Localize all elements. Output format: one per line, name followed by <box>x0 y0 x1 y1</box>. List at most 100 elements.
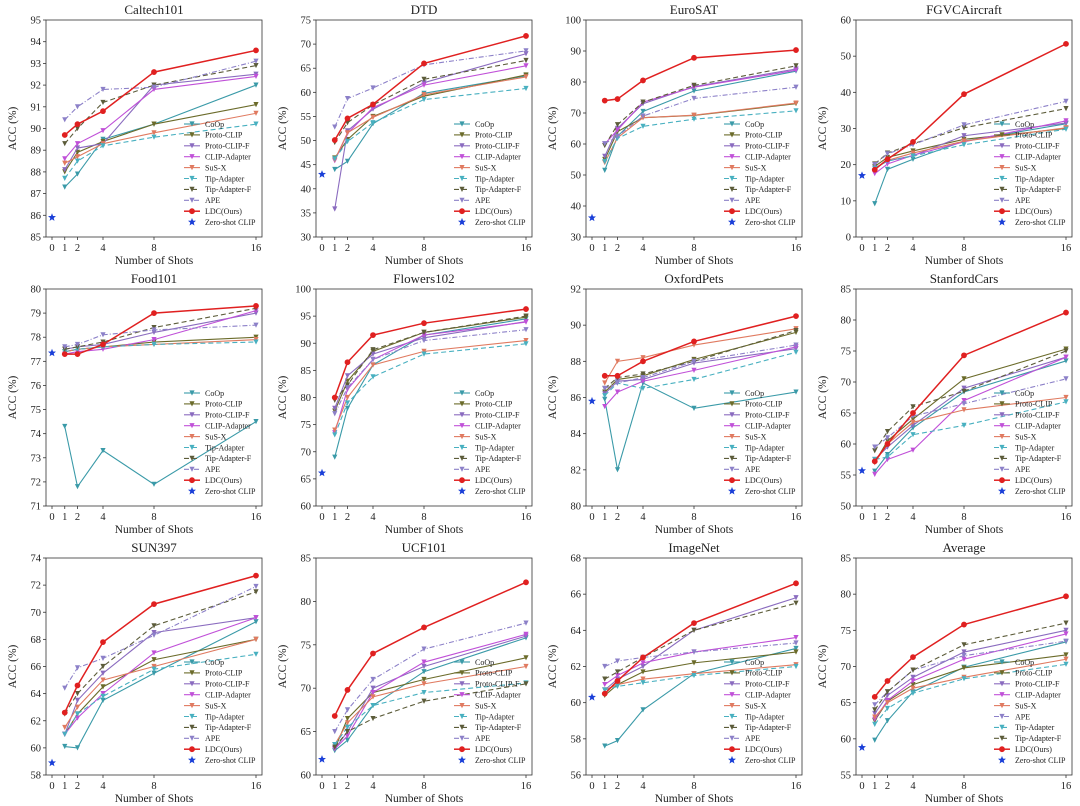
y-tick-label: 90 <box>571 321 582 332</box>
data-point-tip-adapter <box>370 702 376 709</box>
series-ldc-ours <box>331 33 529 143</box>
data-point-coop <box>602 167 608 173</box>
data-point-ldc-ours <box>601 97 608 104</box>
legend-marker <box>459 132 465 138</box>
legend-label: APE <box>205 465 220 474</box>
legend-label: LDC(Ours) <box>475 207 512 216</box>
data-point-ape <box>332 411 338 417</box>
data-point-ldc-ours <box>793 313 799 320</box>
data-point-ape <box>884 435 891 441</box>
legend-marker <box>729 670 735 676</box>
x-axis-label: Number of Shots <box>925 524 1004 536</box>
series-proto-clip-f <box>602 346 799 397</box>
chart-svg-average: Average 55 60 65 70 75 80 85 0 1 2 4 8 16 Number of Sh… <box>817 540 1073 805</box>
x-tick-label: 8 <box>961 512 966 523</box>
legend-marker <box>189 412 195 418</box>
data-point-sus-x <box>421 92 427 98</box>
y-tick-label: 55 <box>301 112 312 123</box>
legend-marker <box>729 434 735 440</box>
data-point-proto-clip <box>100 684 106 690</box>
chart-svg-caltech101: Caltech101 85 86 87 88 89 90 91 92 93 94 95 0 1 2 4 8 16 N… <box>7 2 263 267</box>
legend-label: Tip-Adapter-F <box>745 454 792 463</box>
legend-label: CoOp <box>475 120 494 129</box>
chart-panel-average: Average 55 60 65 70 75 80 85 0 1 2 4 8 16 Number of Sh… <box>810 538 1080 806</box>
data-point-ape <box>151 84 157 90</box>
data-point-ape <box>100 332 106 338</box>
data-point-clip-adapter <box>961 656 967 662</box>
legend-marker <box>729 681 735 687</box>
y-tick-label: 90 <box>571 47 582 58</box>
data-point-tip-adapter <box>910 432 916 438</box>
legend-label: Proto-CLIP-F <box>475 142 520 151</box>
data-point-tip-adapter <box>523 341 529 347</box>
chart-svg-ucf101: UCF101 60 65 70 75 80 85 0 1 2 4 8 16 Number of Shots… <box>277 540 533 805</box>
legend-label: Proto-CLIP-F <box>205 142 250 151</box>
x-tick-label: 0 <box>49 243 54 254</box>
legend-marker <box>459 444 465 451</box>
data-point-proto-clip <box>151 121 157 127</box>
data-point-sus-x <box>421 348 427 354</box>
legend-marker <box>459 724 465 730</box>
data-point-tip-adapter <box>640 385 646 392</box>
x-axis-label: Number of Shots <box>115 524 194 536</box>
data-point-coop <box>74 484 81 490</box>
legend-marker <box>189 444 195 451</box>
y-axis-label: ACC (%) <box>7 375 19 419</box>
data-point-ldc-ours <box>961 91 967 98</box>
chart-title: StanfordCars <box>930 271 999 286</box>
legend-label: SuS-X <box>1015 163 1037 172</box>
data-point-clip-adapter <box>640 660 646 666</box>
series-ldc-ours <box>601 47 799 104</box>
data-point-ldc-ours <box>884 441 891 447</box>
data-point-tip-adapter-f <box>421 329 427 335</box>
x-tick-label: 1 <box>62 781 67 792</box>
y-tick-label: 88 <box>571 357 582 368</box>
y-axis-label: ACC (%) <box>277 106 289 150</box>
legend-marker <box>189 659 195 665</box>
chart-panel-imagenet: ImageNet 56 58 60 62 64 66 68 0 1 2 4 8 16 Number of S… <box>540 538 810 806</box>
legend-marker <box>729 444 735 451</box>
zero-shot-point <box>858 466 866 475</box>
data-point-sus-x <box>640 676 646 682</box>
legend-marker <box>729 466 735 472</box>
data-point-tip-adapter-f <box>614 669 621 675</box>
legend-marker <box>189 455 195 461</box>
x-tick-label: 8 <box>691 781 696 792</box>
zero-shot-point <box>318 170 326 178</box>
legend-marker <box>729 175 735 182</box>
data-point-tip-adapter-f <box>793 600 799 606</box>
series-line-tip-adapter <box>334 343 527 436</box>
series-line-tip-adapter <box>64 653 257 735</box>
legend-label: Proto-CLIP-F <box>1015 411 1060 420</box>
legend-marker <box>729 208 735 215</box>
legend-marker <box>459 681 465 687</box>
data-point-tip-adapter <box>421 96 427 103</box>
legend: CoOp Proto-CLIP Proto-CLIP-F CLIP-AdapterSu… <box>454 120 526 227</box>
series-ape <box>332 48 529 130</box>
legend-marker <box>189 713 195 720</box>
legend-marker <box>999 412 1005 418</box>
data-point-ape <box>1063 98 1069 104</box>
data-point-ape <box>62 117 68 123</box>
legend-marker <box>189 165 195 171</box>
y-tick-label: 70 <box>571 109 582 120</box>
plot-frame <box>45 288 263 507</box>
legend-label: APE <box>475 196 490 205</box>
plot-frame <box>585 288 803 507</box>
legend-label: SuS-X <box>745 163 767 172</box>
data-point-tip-adapter-f <box>74 691 81 697</box>
x-tick-label: 8 <box>421 781 426 792</box>
legend: CoOp Proto-CLIP Proto-CLIP-F CLIP-AdapterSu… <box>724 389 796 496</box>
legend-label: Proto-CLIP-F <box>205 680 250 689</box>
data-point-clip-adapter <box>253 615 259 621</box>
data-point-tip-adapter <box>421 351 427 357</box>
legend-marker <box>999 390 1005 396</box>
y-tick-label: 10 <box>841 196 852 207</box>
y-tick-label: 40 <box>841 88 852 99</box>
x-tick-label: 0 <box>589 781 594 792</box>
legend-marker <box>999 724 1005 730</box>
legend-label: APE <box>745 196 760 205</box>
series-ape <box>602 84 799 147</box>
legend-marker <box>729 132 735 138</box>
series-line-tip-adapter-f <box>64 307 257 350</box>
